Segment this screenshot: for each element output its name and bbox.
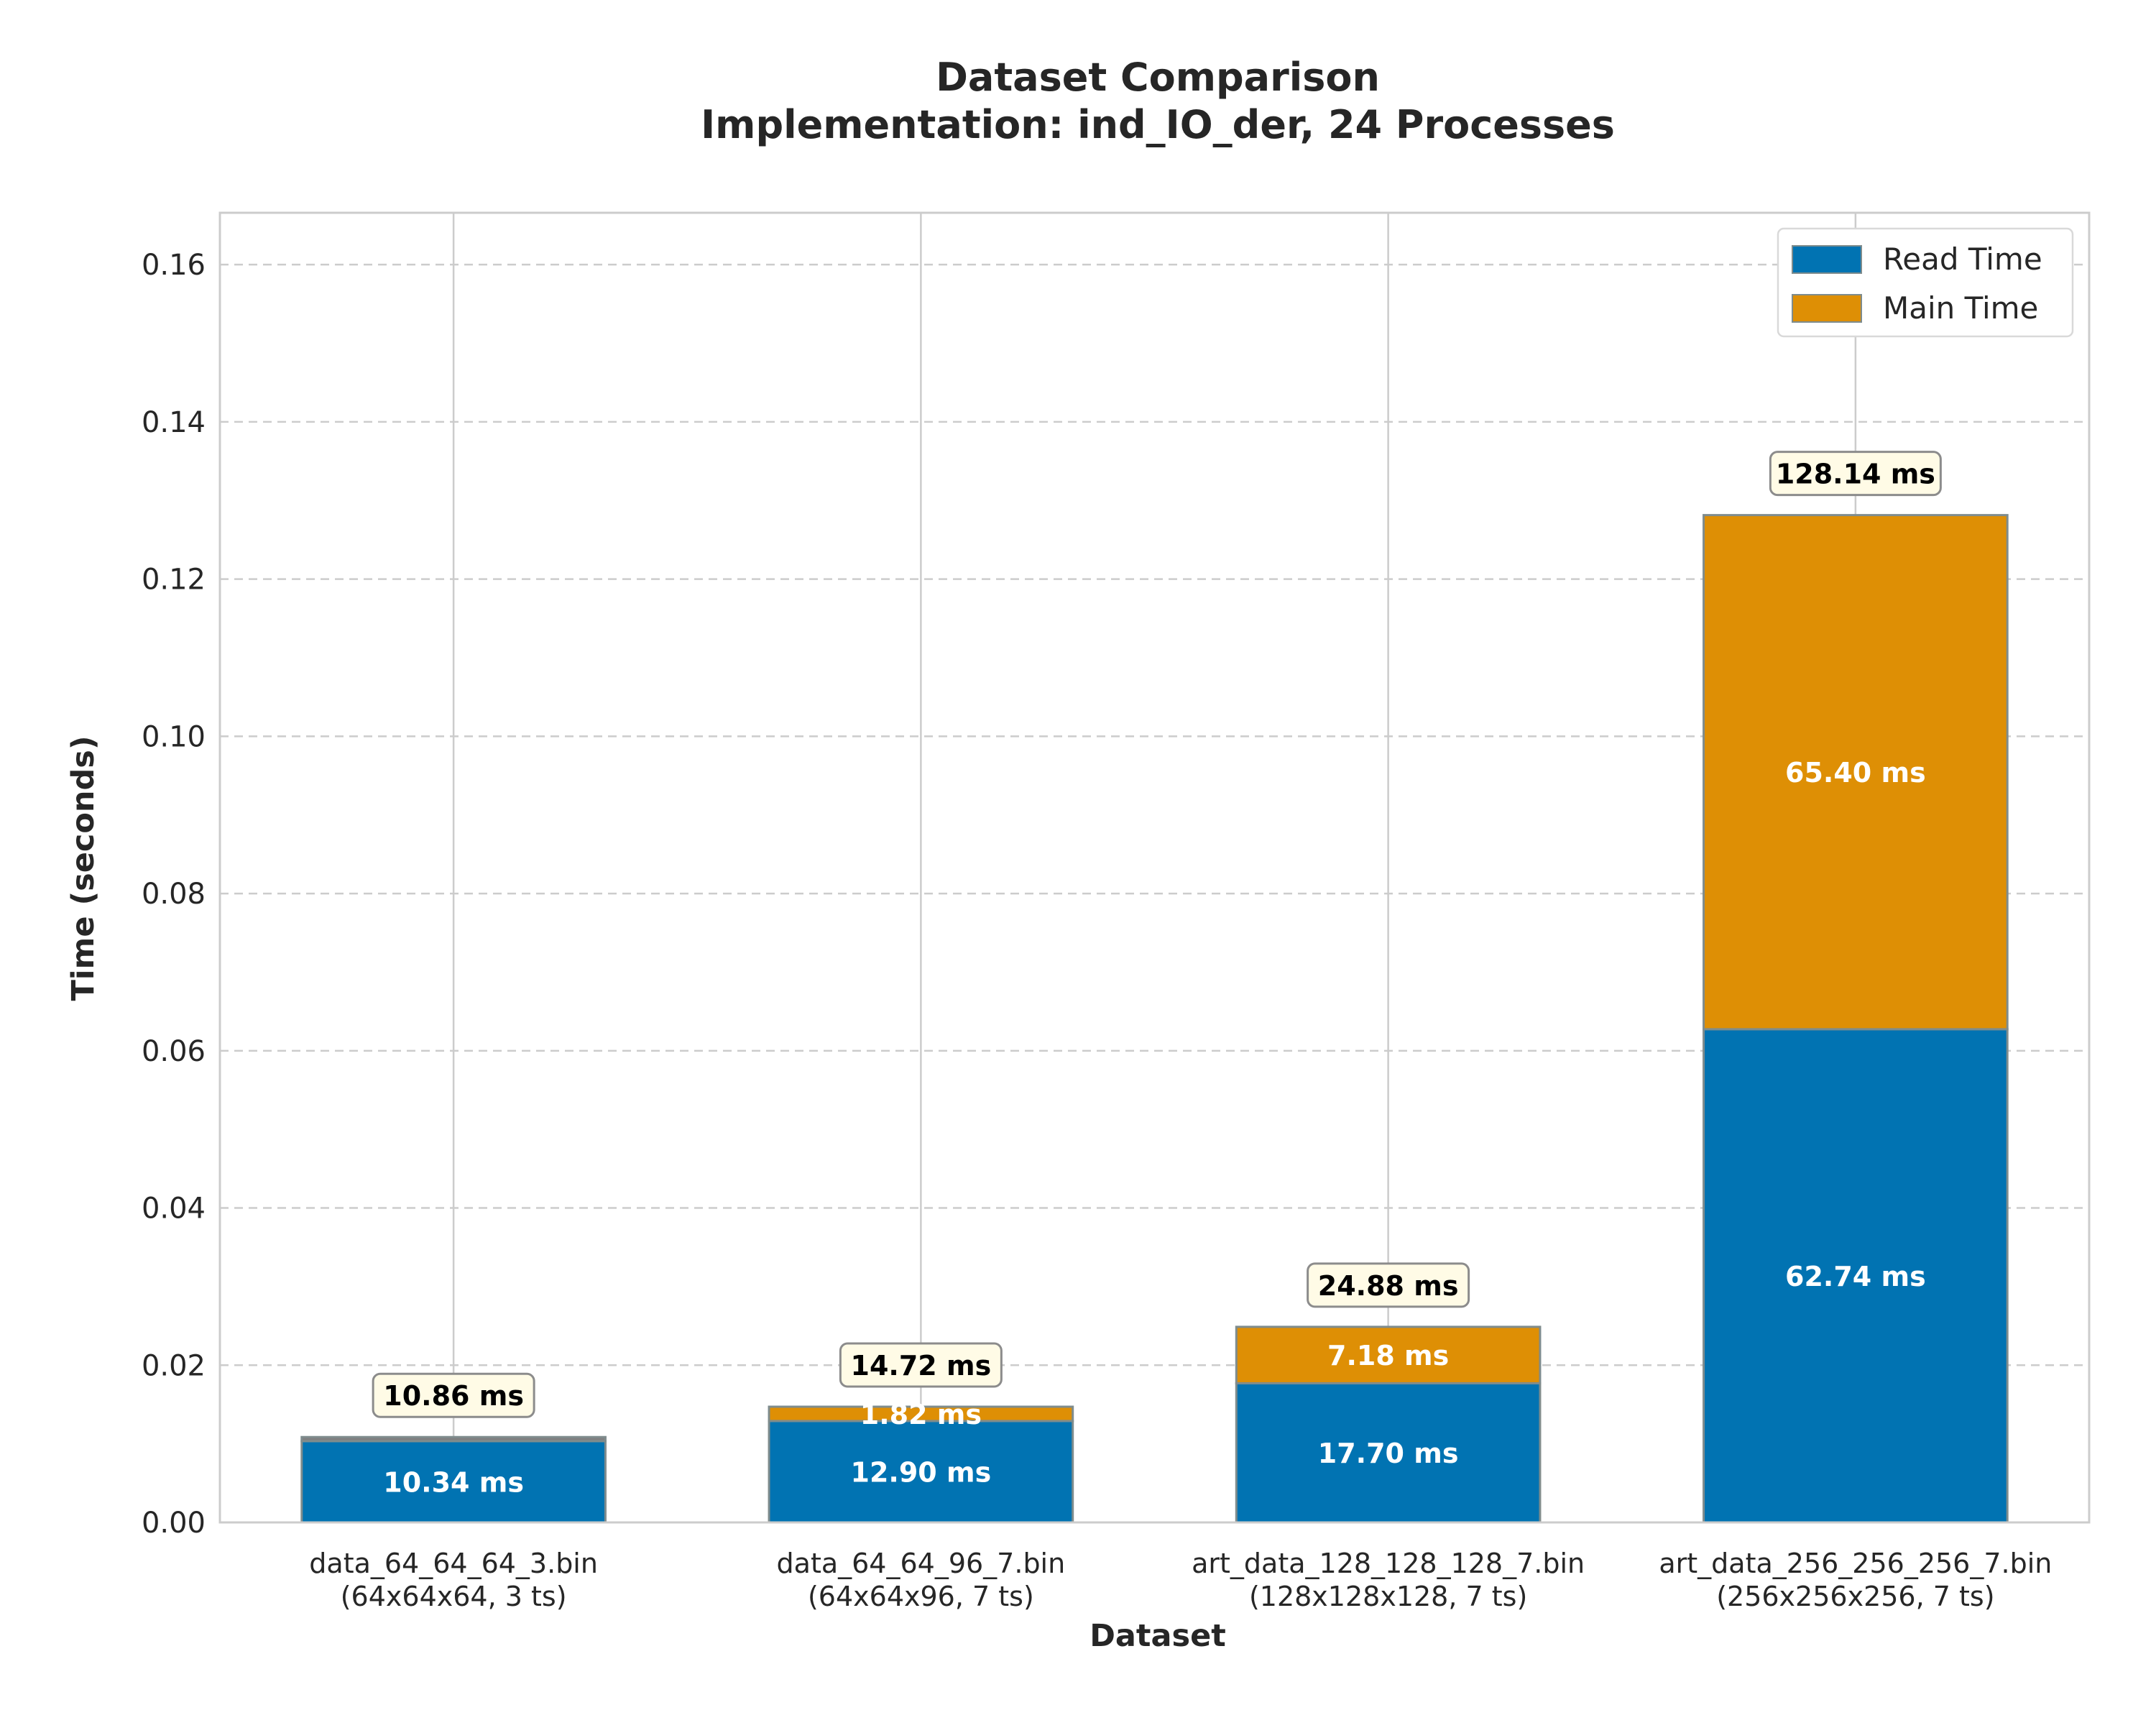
y-tick-label: 0.02 xyxy=(142,1349,206,1382)
read-time-data-label: 17.70 ms xyxy=(1318,1438,1459,1469)
read-time-data-label: 62.74 ms xyxy=(1785,1261,1926,1292)
x-tick-sublabel: (256x256x256, 7 ts) xyxy=(1716,1581,1994,1612)
total-data-label: 10.86 ms xyxy=(383,1380,524,1412)
bar-read-time xyxy=(1235,1382,1542,1524)
x-tick-sublabel: (64x64x96, 7 ts) xyxy=(808,1581,1034,1612)
total-label-box xyxy=(1307,1262,1470,1308)
bar-main-time xyxy=(300,1435,607,1443)
y-tick-label: 0.06 xyxy=(142,1035,206,1068)
bar-read-time xyxy=(1703,1028,2009,1524)
total-data-label: 128.14 ms xyxy=(1776,459,1935,490)
plot-frame xyxy=(218,211,2091,1524)
chart-title: Dataset Comparison xyxy=(936,55,1380,100)
y-tick-label: 0.16 xyxy=(142,249,206,282)
legend-label: Main Time xyxy=(1883,290,2038,326)
main-time-data-label: 65.40 ms xyxy=(1785,757,1926,789)
y-tick-label: 0.04 xyxy=(142,1192,206,1226)
x-axis-label: Dataset xyxy=(1089,1618,1226,1654)
main-time-data-label: 7.18 ms xyxy=(1327,1340,1449,1371)
read-time-data-label: 10.34 ms xyxy=(383,1466,524,1498)
y-tick-label: 0.08 xyxy=(142,878,206,911)
y-tick-label: 0.00 xyxy=(142,1507,206,1540)
total-data-label: 24.88 ms xyxy=(1318,1270,1459,1302)
total-data-label: 14.72 ms xyxy=(851,1350,992,1382)
y-axis-label: Time (seconds) xyxy=(65,735,101,1001)
y-tick-label: 0.12 xyxy=(142,564,206,597)
bar-main-time xyxy=(1703,514,2009,1031)
x-tick-label: art_data_256_256_256_7.bin xyxy=(1659,1548,2052,1579)
x-tick-sublabel: (128x128x128, 7 ts) xyxy=(1249,1581,1527,1612)
x-tick-sublabel: (64x64x64, 3 ts) xyxy=(341,1581,567,1612)
bar-main-time xyxy=(768,1405,1074,1423)
read-time-data-label: 12.90 ms xyxy=(851,1456,992,1488)
y-tick-label: 0.14 xyxy=(142,406,206,439)
legend-swatch xyxy=(1792,294,1862,323)
x-tick-label: art_data_128_128_128_7.bin xyxy=(1192,1548,1585,1579)
legend-swatch xyxy=(1792,245,1862,274)
x-tick-label: data_64_64_64_3.bin xyxy=(309,1548,598,1579)
x-tick-label: data_64_64_96_7.bin xyxy=(777,1548,1066,1579)
chart-subtitle: Implementation: ind_IO_der, 24 Processes xyxy=(701,102,1615,147)
total-label-box xyxy=(372,1372,535,1418)
total-label-box xyxy=(839,1342,1003,1388)
main-time-data-label: 1.82 ms xyxy=(860,1399,982,1430)
legend-label: Read Time xyxy=(1883,242,2042,277)
total-label-box xyxy=(1769,451,1942,497)
bar-main-time xyxy=(1235,1325,1542,1384)
bar-read-time xyxy=(768,1420,1074,1524)
y-tick-label: 0.10 xyxy=(142,720,206,753)
